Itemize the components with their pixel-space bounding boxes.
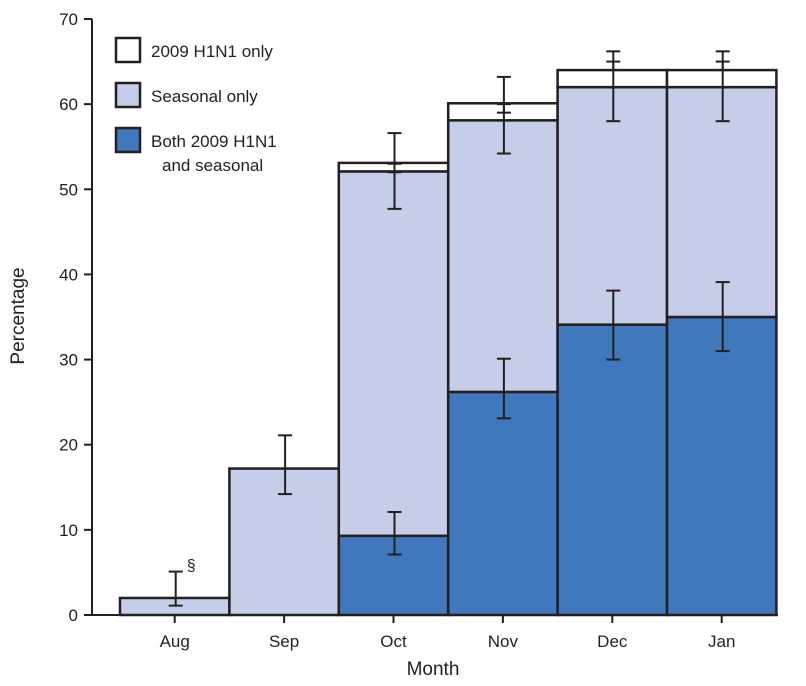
error-bar-oct-series-0 bbox=[387, 510, 402, 556]
bar-oct-series-1 bbox=[337, 170, 450, 538]
error-bar-aug-series-1 bbox=[168, 570, 183, 607]
legend-label-line-0: Both 2009 H1N1 bbox=[151, 132, 277, 151]
legend-label-line-1: and seasonal bbox=[162, 156, 263, 175]
y-tick-label-40: 40 bbox=[59, 265, 78, 284]
error-bar-dec-series-2 bbox=[606, 60, 621, 72]
y-tick-label-50: 50 bbox=[59, 180, 78, 199]
x-tick-label-oct: Oct bbox=[380, 632, 407, 651]
y-tick-label-60: 60 bbox=[59, 95, 78, 114]
annotation-0: § bbox=[187, 558, 196, 575]
bar-jan-series-0 bbox=[665, 315, 778, 617]
y-tick-label-10: 10 bbox=[59, 521, 78, 540]
y-tick-label-20: 20 bbox=[59, 436, 78, 455]
legend-item-1: Seasonal only bbox=[114, 81, 258, 109]
error-bar-sep-series-1 bbox=[278, 434, 293, 496]
y-tick-label-30: 30 bbox=[59, 351, 78, 370]
error-bar-dec-series-0 bbox=[606, 289, 621, 361]
error-bar-nov-series-2 bbox=[496, 103, 511, 114]
error-bar-oct-series-2 bbox=[387, 162, 402, 174]
y-tick-label-0: 0 bbox=[69, 606, 78, 625]
x-tick-label-sep: Sep bbox=[269, 632, 299, 651]
legend-item-0: 2009 H1N1 only bbox=[114, 36, 273, 64]
legend-swatch bbox=[114, 36, 142, 64]
legend-label-line-0: Seasonal only bbox=[151, 87, 258, 106]
x-tick-label-nov: Nov bbox=[488, 632, 519, 651]
x-axis-title: Month bbox=[407, 659, 460, 680]
legend: 2009 H1N1 only Seasonal only Both 2009 H1N… bbox=[114, 36, 277, 175]
legend-label-line-0: 2009 H1N1 only bbox=[151, 42, 273, 61]
legend-item-2: Both 2009 H1N1 and seasonal bbox=[114, 126, 277, 175]
y-tick-label-70: 70 bbox=[59, 10, 78, 29]
error-bar-nov-series-0 bbox=[496, 357, 511, 420]
bar-jan-series-1 bbox=[665, 85, 778, 319]
error-bar-nov-series-1 bbox=[496, 75, 511, 155]
error-bars-layer bbox=[168, 50, 730, 607]
error-bar-jan-series-0 bbox=[715, 281, 730, 353]
bar-dec-series-1 bbox=[556, 85, 669, 326]
bar-nov-series-0 bbox=[446, 390, 559, 617]
x-tick-label-aug: Aug bbox=[160, 632, 190, 651]
error-bar-jan-series-2 bbox=[715, 60, 730, 72]
x-tick-label-jan: Jan bbox=[708, 632, 735, 651]
y-axis-title: Percentage bbox=[8, 267, 29, 364]
legend-swatch bbox=[114, 126, 142, 154]
x-tick-label-dec: Dec bbox=[597, 632, 628, 651]
legend-swatch bbox=[114, 81, 142, 109]
bar-nov-series-1 bbox=[446, 119, 559, 394]
bar-sep-series-1 bbox=[228, 467, 341, 617]
bar-dec-series-0 bbox=[556, 323, 669, 617]
bars-layer bbox=[118, 68, 778, 617]
axes-layer: § 0 10 20 30 40 50 60 70 Aug Sep Oct Nov Dec Jan bbox=[59, 10, 778, 651]
